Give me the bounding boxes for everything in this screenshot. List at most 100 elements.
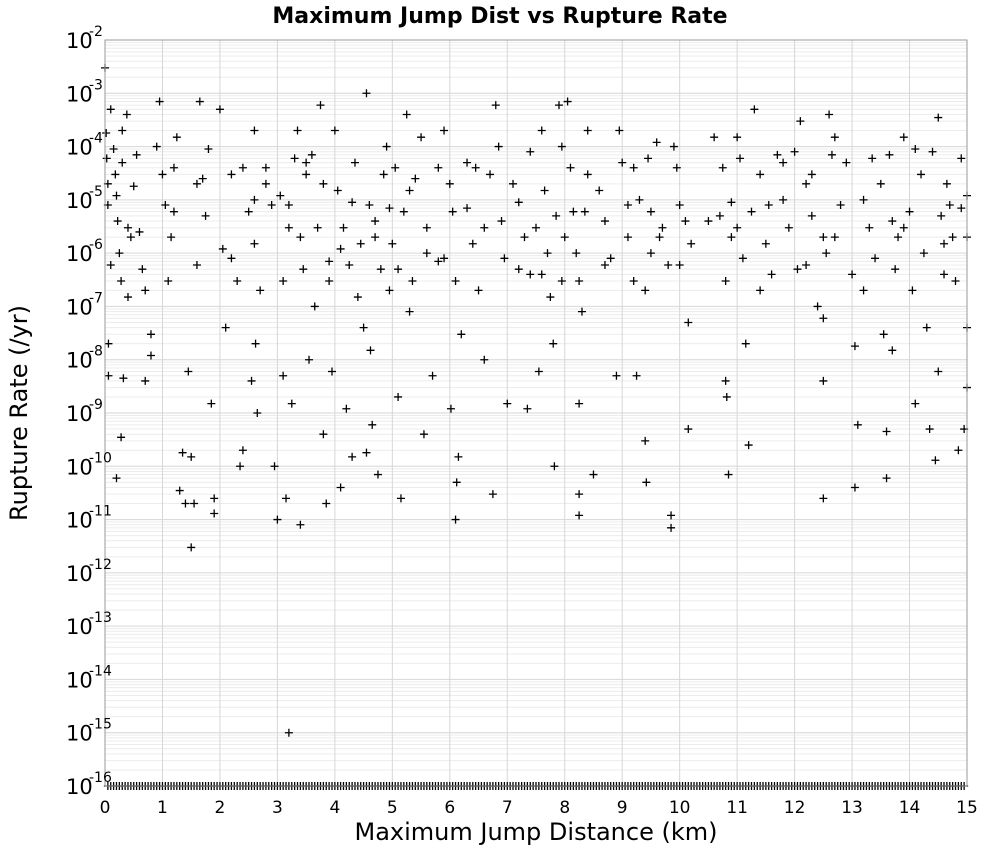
data-point	[250, 239, 259, 248]
data-point	[106, 105, 115, 114]
data-point	[491, 101, 500, 110]
data-point	[305, 355, 314, 364]
data-point	[122, 110, 131, 119]
data-point	[394, 392, 403, 401]
data-point	[827, 150, 836, 159]
data-point	[486, 170, 495, 179]
data-point	[615, 126, 624, 135]
data-point	[940, 239, 949, 248]
data-point	[118, 158, 127, 167]
data-point	[710, 133, 719, 142]
data-point	[721, 376, 730, 385]
data-point	[327, 367, 336, 376]
x-tick-label: 9	[617, 798, 628, 818]
data-point	[316, 101, 325, 110]
data-point	[550, 462, 559, 471]
data-point	[299, 265, 308, 274]
y-tick-exponent: -12	[89, 557, 112, 573]
data-point	[434, 163, 443, 172]
data-point	[718, 163, 727, 172]
data-point	[646, 207, 655, 216]
data-point	[891, 265, 900, 274]
data-point	[123, 293, 132, 302]
data-point	[876, 179, 885, 188]
data-point	[454, 452, 463, 461]
data-point	[158, 170, 167, 179]
data-point	[330, 126, 339, 135]
data-point	[819, 494, 828, 503]
y-tick-exponent: -15	[89, 717, 112, 733]
data-point	[109, 145, 118, 154]
data-point	[514, 265, 523, 274]
data-point	[480, 355, 489, 364]
data-point	[664, 260, 673, 269]
data-point	[325, 257, 334, 266]
data-point	[463, 204, 472, 213]
data-point	[141, 376, 150, 385]
data-point	[715, 211, 724, 220]
x-tick-label: 11	[726, 798, 748, 818]
data-point	[779, 158, 788, 167]
data-point	[934, 367, 943, 376]
data-point	[954, 446, 963, 455]
data-point	[577, 307, 586, 316]
data-point	[842, 158, 851, 167]
data-point	[348, 198, 357, 207]
data-point	[201, 211, 210, 220]
x-tick-label: 15	[956, 798, 978, 818]
y-tick-label: 10	[66, 775, 93, 799]
y-tick-label: 10	[66, 295, 93, 319]
data-point	[106, 260, 115, 269]
data-point	[793, 265, 802, 274]
data-point	[385, 204, 394, 213]
plot-area	[104, 39, 968, 787]
data-point	[319, 179, 328, 188]
data-point	[227, 254, 236, 263]
data-point	[350, 158, 359, 167]
data-point	[868, 154, 877, 163]
data-point	[463, 158, 472, 167]
data-point	[736, 154, 745, 163]
data-point	[942, 179, 951, 188]
data-point	[187, 543, 196, 552]
data-point	[642, 478, 651, 487]
data-point	[126, 233, 135, 242]
data-point	[497, 217, 506, 226]
data-point	[779, 195, 788, 204]
data-point	[934, 113, 943, 122]
data-point	[422, 223, 431, 232]
data-point	[537, 270, 546, 279]
data-point	[928, 147, 937, 156]
data-point	[721, 277, 730, 286]
data-point	[526, 147, 535, 156]
data-point	[704, 217, 713, 226]
data-point	[612, 371, 621, 380]
data-point	[210, 509, 219, 518]
data-point	[635, 195, 644, 204]
data-point	[310, 302, 319, 311]
data-point	[669, 142, 678, 151]
data-point	[218, 244, 227, 253]
data-point	[722, 392, 731, 401]
data-point	[641, 436, 650, 445]
data-point	[184, 367, 193, 376]
data-point	[411, 174, 420, 183]
data-point	[293, 126, 302, 135]
data-point	[807, 211, 816, 220]
data-point	[302, 170, 311, 179]
y-tick-label: 10	[66, 722, 93, 746]
data-point	[641, 286, 650, 295]
data-point	[825, 110, 834, 119]
data-point	[747, 207, 756, 216]
y-tick-label: 10	[66, 509, 93, 533]
data-point	[102, 128, 111, 137]
data-point	[911, 145, 920, 154]
data-point	[894, 233, 903, 242]
data-point	[733, 133, 742, 142]
y-tick-exponent: -9	[89, 397, 103, 413]
data-point	[399, 207, 408, 216]
data-point	[118, 126, 127, 135]
data-point	[549, 339, 558, 348]
data-point	[227, 170, 236, 179]
data-point	[221, 323, 230, 332]
